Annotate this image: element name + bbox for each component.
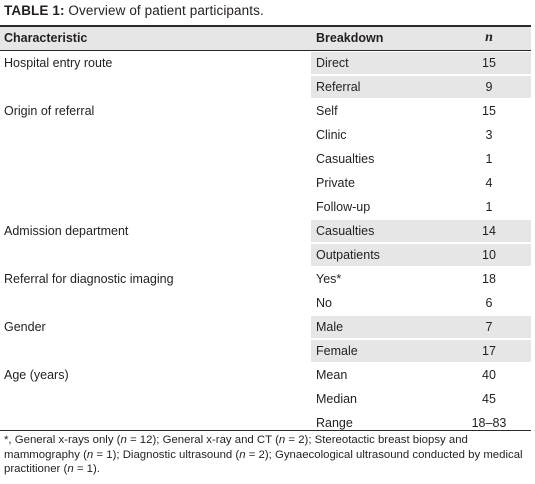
table-row: Outpatients 10	[0, 243, 531, 267]
patient-table: Characteristic Breakdown n Hospital entr…	[0, 27, 531, 435]
top-rule	[0, 25, 531, 27]
table-row: Private 4	[0, 171, 531, 195]
cell-characteristic: Admission department	[4, 224, 129, 238]
cell-breakdown: No	[316, 296, 332, 310]
table-row: Admission department Casualties 14	[0, 219, 531, 243]
table-row: Referral for diagnostic imaging Yes* 18	[0, 267, 531, 291]
cell-breakdown: Median	[316, 392, 357, 406]
header-n: n	[485, 30, 493, 45]
header-characteristic: Characteristic	[4, 31, 88, 45]
cell-n: 18–83	[471, 416, 507, 430]
table-header-row: Characteristic Breakdown n	[0, 27, 531, 50]
cell-characteristic: Referral for diagnostic imaging	[4, 272, 174, 286]
cell-characteristic: Gender	[4, 320, 46, 334]
cell-n: 14	[482, 224, 496, 238]
table-row: Clinic 3	[0, 123, 531, 147]
cell-n: 15	[482, 104, 496, 118]
table-row: Age (years) Mean 40	[0, 363, 531, 387]
cell-breakdown: Outpatients	[316, 248, 380, 262]
table-row: Median 45	[0, 387, 531, 411]
cell-breakdown: Casualties	[316, 152, 375, 166]
caption-text: Overview of patient participants.	[64, 3, 264, 18]
cell-n: 3	[485, 128, 493, 142]
cell-n: 17	[482, 344, 496, 358]
cell-breakdown: Range	[316, 416, 353, 430]
cell-n: 7	[485, 320, 493, 334]
cell-n: 10	[482, 248, 496, 262]
cell-n: 40	[482, 368, 496, 382]
table-row: Follow-up 1	[0, 195, 531, 219]
row-shading	[311, 316, 531, 338]
table-body: Hospital entry route Direct 15 Referral 9 Ori…	[0, 51, 531, 435]
table-footnote: *, General x-rays only (n = 12); General…	[4, 434, 523, 475]
table-row: Referral 9	[0, 75, 531, 99]
cell-breakdown: Direct	[316, 56, 349, 70]
table-row: No 6	[0, 291, 531, 315]
cell-n: 18	[482, 272, 496, 286]
cell-breakdown: Mean	[316, 368, 348, 382]
cell-breakdown: Male	[316, 320, 344, 334]
cell-characteristic: Hospital entry route	[4, 56, 113, 70]
cell-breakdown: Clinic	[316, 128, 347, 142]
cell-n: 15	[482, 56, 496, 70]
row-shading	[311, 220, 531, 242]
cell-breakdown: Female	[316, 344, 358, 358]
row-shading	[311, 52, 531, 74]
cell-breakdown: Private	[316, 176, 355, 190]
cell-n: 4	[485, 176, 493, 190]
cell-n: 6	[485, 296, 493, 310]
cell-characteristic: Origin of referral	[4, 104, 95, 118]
cell-n: 1	[485, 152, 493, 166]
cell-breakdown: Referral	[316, 80, 361, 94]
row-shading	[311, 76, 531, 98]
cell-n: 1	[485, 200, 493, 214]
cell-n: 45	[482, 392, 496, 406]
row-shading	[311, 340, 531, 362]
table-row: Hospital entry route Direct 15	[0, 51, 531, 75]
table-caption: TABLE 1: Overview of patient participant…	[4, 2, 264, 20]
cell-breakdown: Yes*	[316, 272, 342, 286]
caption-label: TABLE 1:	[4, 3, 65, 18]
cell-breakdown: Follow-up	[316, 200, 371, 214]
table-row: Casualties 1	[0, 147, 531, 171]
cell-characteristic: Age (years)	[4, 368, 69, 382]
row-shading	[311, 244, 531, 266]
cell-breakdown: Casualties	[316, 224, 375, 238]
table-row: Origin of referral Self 15	[0, 99, 531, 123]
cell-breakdown: Self	[316, 104, 338, 118]
header-rule	[0, 50, 531, 51]
header-breakdown: Breakdown	[316, 31, 384, 45]
bottom-rule	[0, 430, 531, 431]
table-row: Gender Male 7	[0, 315, 531, 339]
table-row: Female 17	[0, 339, 531, 363]
cell-n: 9	[485, 80, 493, 94]
table-row: Range 18–83	[0, 411, 531, 435]
